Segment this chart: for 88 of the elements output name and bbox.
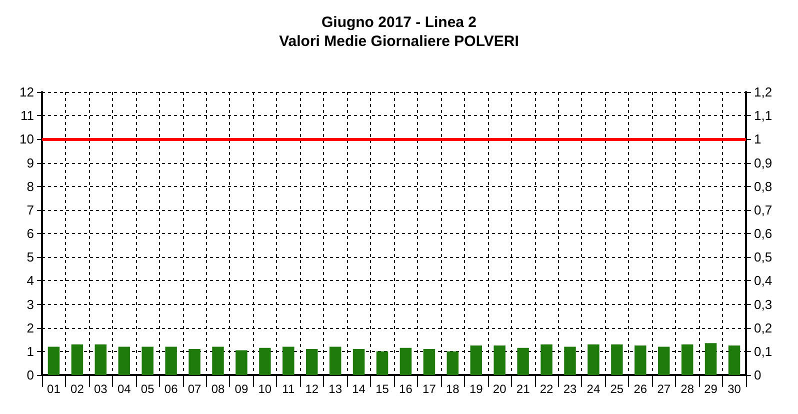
- x-tick-label: 26: [634, 382, 648, 396]
- x-tick-label: 13: [328, 382, 342, 396]
- x-tick-label: 27: [657, 382, 671, 396]
- y-tick-label: 9: [26, 155, 34, 170]
- y2-tick-label: 1,1: [754, 108, 772, 124]
- x-tick-label: 20: [492, 382, 507, 396]
- x-tick-label: 05: [140, 382, 155, 396]
- y-tick-label: 7: [26, 202, 34, 218]
- bar: [212, 346, 224, 375]
- y2-tick-label: 0,5: [754, 250, 772, 265]
- y2-tick-label: 0,8: [754, 178, 772, 194]
- y-tick-label: 3: [26, 296, 34, 312]
- y2-tick-label: 0,1: [754, 344, 772, 359]
- x-tick-label: 02: [70, 382, 84, 396]
- y2-tick-label: 0,4: [754, 273, 772, 288]
- bar: [564, 346, 576, 375]
- x-tick-label: 12: [305, 382, 319, 396]
- y2-tick-label: 0,3: [754, 296, 772, 312]
- x-tick-label: 28: [680, 382, 694, 396]
- bar: [588, 344, 600, 375]
- y2-tick-label: 1,2: [754, 84, 772, 100]
- bar: [306, 349, 318, 375]
- x-tick-label: 03: [94, 382, 108, 396]
- x-tick-label: 04: [117, 382, 132, 396]
- x-tick-label: 06: [164, 382, 178, 396]
- y-tick-label: 1: [26, 344, 34, 359]
- bar: [494, 346, 506, 375]
- x-tick-label: 14: [352, 382, 366, 396]
- bar: [681, 344, 694, 375]
- x-tick-label: 23: [563, 382, 577, 396]
- bar: [470, 346, 482, 375]
- bar: [704, 343, 717, 375]
- x-tick-label: 21: [516, 382, 530, 396]
- bar: [236, 350, 248, 375]
- x-tick-label: 01: [47, 382, 61, 396]
- x-tick-label: 15: [376, 382, 390, 396]
- x-tick-label: 18: [446, 382, 460, 396]
- x-tick-label: 09: [234, 382, 248, 396]
- y-tick-label: 10: [20, 132, 34, 147]
- bar: [188, 349, 200, 375]
- bar: [118, 346, 130, 375]
- bar: [352, 349, 365, 375]
- bar: [446, 351, 459, 375]
- y-tick-label: 4: [26, 273, 34, 288]
- x-tick-label: 30: [728, 382, 742, 396]
- bar: [142, 346, 154, 375]
- y2-tick-label: 0,6: [754, 226, 772, 241]
- x-tick-label: 22: [540, 382, 554, 396]
- y-tick-label: 11: [20, 108, 34, 124]
- bar: [329, 346, 342, 375]
- y2-tick-label: 1: [754, 132, 762, 147]
- y2-tick-label: 0,9: [754, 155, 772, 170]
- x-tick-label: 07: [188, 382, 202, 396]
- y-tick-label: 12: [20, 84, 34, 100]
- bar: [400, 348, 412, 375]
- bar: [728, 346, 740, 375]
- bar: [658, 346, 670, 375]
- y-tick-label: 2: [26, 320, 34, 336]
- y-tick-label: 8: [26, 178, 34, 194]
- bar: [540, 344, 552, 375]
- x-tick-label: 10: [258, 382, 272, 396]
- bar: [376, 351, 388, 375]
- x-tick-label: 08: [211, 382, 225, 396]
- x-tick-label: 19: [469, 382, 484, 396]
- bar: [634, 346, 646, 375]
- bar: [94, 344, 107, 375]
- x-tick-label: 24: [586, 382, 600, 396]
- bar: [48, 346, 60, 375]
- y-tick-label: 5: [26, 250, 34, 265]
- bar: [423, 349, 436, 375]
- bar: [282, 346, 294, 375]
- x-tick-label: 16: [399, 382, 413, 396]
- bar: [517, 348, 529, 375]
- bar: [165, 346, 177, 375]
- y-tick-label: 6: [26, 226, 34, 241]
- chart-subtitle: Valori Medie Giornaliere POLVERI: [279, 33, 519, 50]
- x-tick-label: 29: [704, 382, 718, 396]
- chart-title: Giugno 2017 - Linea 2: [321, 14, 477, 31]
- bar: [611, 344, 623, 375]
- y2-tick-label: 0,2: [754, 320, 772, 336]
- x-tick-label: 17: [422, 382, 436, 396]
- x-tick-label: 25: [610, 382, 624, 396]
- y-tick-label: 0: [26, 368, 34, 382]
- bar: [259, 348, 271, 375]
- x-tick-label: 11: [282, 382, 295, 396]
- bar: [71, 344, 84, 375]
- y2-tick-label: 0,7: [754, 202, 772, 218]
- y2-tick-label: 0: [754, 368, 762, 382]
